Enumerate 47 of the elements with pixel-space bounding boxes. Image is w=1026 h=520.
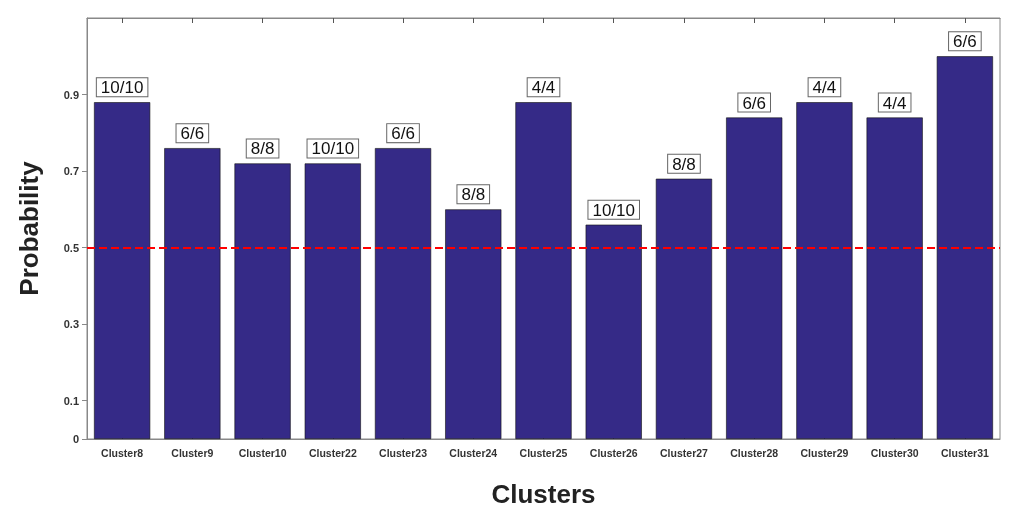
x-tick-label: Cluster24 bbox=[449, 446, 498, 459]
x-tick-label: Cluster23 bbox=[379, 446, 428, 459]
bar bbox=[374, 148, 432, 439]
bar bbox=[936, 56, 993, 439]
annotation: 8/8 bbox=[672, 154, 696, 174]
x-tick-label: Cluster22 bbox=[308, 446, 357, 459]
annotation: 4/4 bbox=[531, 78, 556, 98]
bar bbox=[94, 102, 151, 439]
x-tick-label: Cluster29 bbox=[800, 446, 849, 459]
bar bbox=[655, 178, 713, 439]
bar bbox=[234, 163, 291, 439]
x-tick-label: Cluster10 bbox=[238, 446, 287, 459]
bar bbox=[726, 117, 783, 439]
x-axis-title: Clusters bbox=[491, 479, 596, 509]
bar bbox=[164, 148, 221, 439]
x-tick-label: Cluster25 bbox=[519, 446, 568, 459]
annotation: 10/10 bbox=[311, 139, 355, 159]
annotation: 8/8 bbox=[250, 139, 275, 159]
y-tick-label: 0.9 bbox=[63, 88, 79, 101]
y-tick-label: 0.3 bbox=[63, 318, 79, 331]
annotation: 6/6 bbox=[742, 93, 767, 113]
annotation: 6/6 bbox=[180, 124, 205, 144]
x-tick-label: Cluster27 bbox=[660, 446, 709, 459]
bar bbox=[866, 117, 923, 439]
x-tick-label: Cluster30 bbox=[870, 446, 919, 459]
bar bbox=[304, 163, 361, 439]
y-tick-label: 0.1 bbox=[63, 394, 79, 407]
x-tick-label: Cluster31 bbox=[940, 446, 989, 459]
annotation: 6/6 bbox=[391, 124, 415, 144]
y-tick-label: 0 bbox=[72, 433, 79, 445]
bar bbox=[585, 224, 642, 439]
bar bbox=[515, 102, 572, 439]
annotation: 4/4 bbox=[812, 78, 837, 98]
annotation: 10/10 bbox=[100, 78, 144, 98]
y-tick-label: 0.5 bbox=[63, 241, 79, 254]
y-axis-title: Probability bbox=[14, 160, 44, 296]
bar bbox=[796, 102, 853, 439]
annotation: 6/6 bbox=[953, 32, 977, 52]
x-tick-label: Cluster26 bbox=[589, 446, 638, 459]
x-tick-label: Cluster9 bbox=[171, 446, 214, 459]
annotation: 4/4 bbox=[882, 93, 907, 113]
annotation: 10/10 bbox=[592, 200, 635, 220]
bar bbox=[445, 209, 502, 439]
y-tick-label: 0.7 bbox=[63, 165, 79, 178]
annotation: 8/8 bbox=[461, 185, 486, 205]
x-tick-label: Cluster28 bbox=[730, 446, 779, 459]
x-tick-label: Cluster8 bbox=[101, 446, 144, 459]
